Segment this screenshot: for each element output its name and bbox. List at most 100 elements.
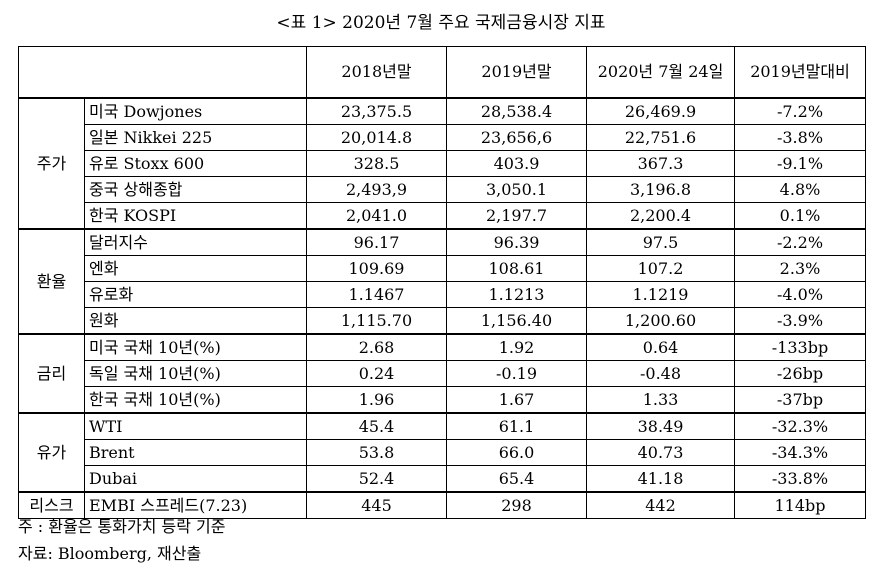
value-2020: 2,200.4: [586, 202, 735, 230]
value-2019: 108.61: [446, 255, 587, 282]
table-row: 유로화 1.1467 1.1213 1.1219 -4.0%: [19, 281, 866, 308]
value-2018: 0.24: [306, 360, 447, 387]
value-2020: -0.48: [586, 360, 735, 387]
value-2020: 442: [586, 491, 735, 519]
table-row: 유로 Stoxx 600 328.5 403.9 367.3 -9.1%: [19, 150, 866, 177]
table-row: 원화 1,115.70 1,156.40 1,200.60 -3.9%: [19, 307, 866, 335]
change-vs-2019: -32.3%: [734, 412, 866, 440]
value-2020: 40.73: [586, 439, 735, 466]
value-2019: -0.19: [446, 360, 587, 387]
indicator-name: WTI: [84, 412, 307, 440]
category-label: 주가: [18, 97, 85, 230]
value-2020: 367.3: [586, 150, 735, 177]
indicator-name: 일본 Nikkei 225: [84, 124, 307, 151]
value-2018: 53.8: [306, 439, 447, 466]
header-blank: [18, 46, 307, 99]
change-vs-2019: 0.1%: [734, 202, 866, 230]
table-row: 중국 상해종합 2,493,9 3,050.1 3,196.8 4.8%: [19, 176, 866, 203]
value-2019: 1.1213: [446, 281, 587, 308]
value-2019: 1.92: [446, 333, 587, 361]
indicator-name: 엔화: [84, 255, 307, 282]
change-vs-2019: -33.8%: [734, 465, 866, 493]
table-row: 주가 미국 Dowjones 23,375.5 28,538.4 26,469.9 -7.…: [18, 97, 866, 230]
value-2020: 26,469.9: [586, 97, 735, 125]
footnote: 주 : 환율은 통화가치 등락 기준: [18, 517, 226, 536]
change-vs-2019: -9.1%: [734, 150, 866, 177]
value-2019: 65.4: [446, 465, 587, 493]
header-2019: 2019년말: [446, 46, 587, 99]
indicator-name: 달러지수: [84, 228, 307, 256]
value-2019: 2,197.7: [446, 202, 587, 230]
value-2018: 2,493,9: [306, 176, 447, 203]
value-2018: 2.68: [306, 333, 447, 361]
value-2018: 445: [306, 491, 447, 519]
value-2020: 41.18: [586, 465, 735, 493]
value-2020: 3,196.8: [586, 176, 735, 203]
market-indicators-table: 2018년말 2019년말 2020년 7월 24일 2019년말대비 주가 미국…: [18, 46, 866, 519]
header-2020: 2020년 7월 24일: [586, 46, 735, 99]
value-2019: 298: [446, 491, 587, 519]
value-2018: 1,115.70: [306, 307, 447, 335]
value-2018: 109.69: [306, 255, 447, 282]
change-vs-2019: -3.9%: [734, 307, 866, 335]
table-row: 환율 달러지수 96.17 96.39 97.5 -2.2%: [18, 228, 866, 335]
value-2020: 97.5: [586, 228, 735, 256]
change-vs-2019: 4.8%: [734, 176, 866, 203]
table-row: 리스크 EMBI 스프레드(7.23) 445 298 442 114bp: [18, 491, 866, 519]
indicator-name: 한국 국채 10년(%): [84, 386, 307, 414]
change-vs-2019: -34.3%: [734, 439, 866, 466]
indicator-name: 중국 상해종합: [84, 176, 307, 203]
indicator-name: 미국 국채 10년(%): [84, 333, 307, 361]
table-row: Dubai 52.4 65.4 41.18 -33.8%: [19, 465, 866, 493]
table-row: 한국 국채 10년(%) 1.96 1.67 1.33 -37bp: [19, 386, 866, 414]
table-row: 일본 Nikkei 225 20,014.8 23,656,6 22,751.6 -3.…: [19, 124, 866, 151]
value-2020: 22,751.6: [586, 124, 735, 151]
header-change: 2019년말대비: [734, 46, 866, 99]
value-2018: 2,041.0: [306, 202, 447, 230]
change-vs-2019: -7.2%: [734, 97, 866, 125]
change-vs-2019: -133bp: [734, 333, 866, 361]
value-2020: 1.33: [586, 386, 735, 414]
category-label: 금리: [18, 333, 85, 414]
change-vs-2019: -4.0%: [734, 281, 866, 308]
value-2018: 20,014.8: [306, 124, 447, 151]
indicator-name: Brent: [84, 439, 307, 466]
indicator-name: EMBI 스프레드(7.23): [84, 491, 307, 519]
value-2018: 45.4: [306, 412, 447, 440]
indicator-name: Dubai: [84, 465, 307, 493]
table-row: 금리 미국 국채 10년(%) 2.68 1.92 0.64 -133bp: [18, 333, 866, 414]
indicator-name: 유로 Stoxx 600: [84, 150, 307, 177]
category-label: 유가: [18, 412, 85, 493]
table-title: <표 1> 2020년 7월 주요 국제금융시장 지표: [276, 13, 606, 33]
value-2019: 28,538.4: [446, 97, 587, 125]
header-row: 2018년말 2019년말 2020년 7월 24일 2019년말대비: [18, 46, 866, 99]
table-row: Brent 53.8 66.0 40.73 -34.3%: [19, 439, 866, 466]
category-label: 리스크: [18, 491, 85, 519]
value-2018: 23,375.5: [306, 97, 447, 125]
value-2018: 1.96: [306, 386, 447, 414]
header-2018: 2018년말: [306, 46, 447, 99]
value-2020: 1,200.60: [586, 307, 735, 335]
value-2020: 1.1219: [586, 281, 735, 308]
value-2019: 61.1: [446, 412, 587, 440]
change-vs-2019: 2.3%: [734, 255, 866, 282]
value-2020: 38.49: [586, 412, 735, 440]
value-2020: 0.64: [586, 333, 735, 361]
change-vs-2019: -26bp: [734, 360, 866, 387]
value-2019: 96.39: [446, 228, 587, 256]
value-2018: 1.1467: [306, 281, 447, 308]
indicator-name: 한국 KOSPI: [84, 202, 307, 230]
source-note: 자료: Bloomberg, 재산출: [18, 544, 202, 563]
indicator-name: 독일 국채 10년(%): [84, 360, 307, 387]
category-label: 환율: [18, 228, 85, 335]
table-row: 유가 WTI 45.4 61.1 38.49 -32.3%: [18, 412, 866, 493]
value-2019: 23,656,6: [446, 124, 587, 151]
value-2019: 3,050.1: [446, 176, 587, 203]
value-2019: 1.67: [446, 386, 587, 414]
value-2020: 107.2: [586, 255, 735, 282]
table-row: 한국 KOSPI 2,041.0 2,197.7 2,200.4 0.1%: [19, 202, 866, 230]
value-2019: 1,156.40: [446, 307, 587, 335]
value-2018: 96.17: [306, 228, 447, 256]
value-2019: 403.9: [446, 150, 587, 177]
indicator-name: 원화: [84, 307, 307, 335]
